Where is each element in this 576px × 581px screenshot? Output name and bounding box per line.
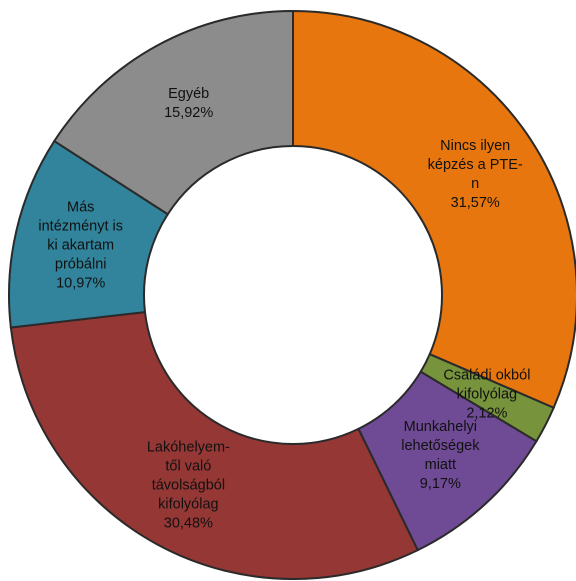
category-label: Egyéb [168,85,210,102]
category-label: Családi okból kifolyólag [443,367,531,403]
category-label: Munkahelyi lehetőségek miatt [401,418,480,473]
value-label: 15,92% [164,104,214,121]
value-label: 30,48% [163,515,213,532]
slice-label: Más intézményt is ki akartam próbálni 10,… [38,198,123,293]
value-label: 9,17% [419,475,461,492]
donut-slice [9,310,420,580]
category-label: Más intézményt is ki akartam próbálni [38,199,123,273]
slice-label: Munkahelyi lehetőségek miatt 9,17% [401,418,479,494]
category-label: Lakóhelyem- től való távolságból kifolyó… [146,439,230,513]
donut-slice [292,9,576,410]
slice-label: Családi okból kifolyólag 2,12% [443,366,530,423]
donut-slice [52,9,294,216]
slice-label: Lakóhelyem- től való távolságból kifolyó… [147,439,230,534]
slice-label: Nincs ilyen képzés a PTE- n 31,57% [428,137,523,213]
value-label: 2,12% [466,405,508,422]
value-label: 31,57% [450,195,500,212]
value-label: 10,97% [56,275,106,292]
category-label: Nincs ilyen képzés a PTE- n [427,138,523,193]
slice-label: Egyéb 15,92% [164,85,213,123]
